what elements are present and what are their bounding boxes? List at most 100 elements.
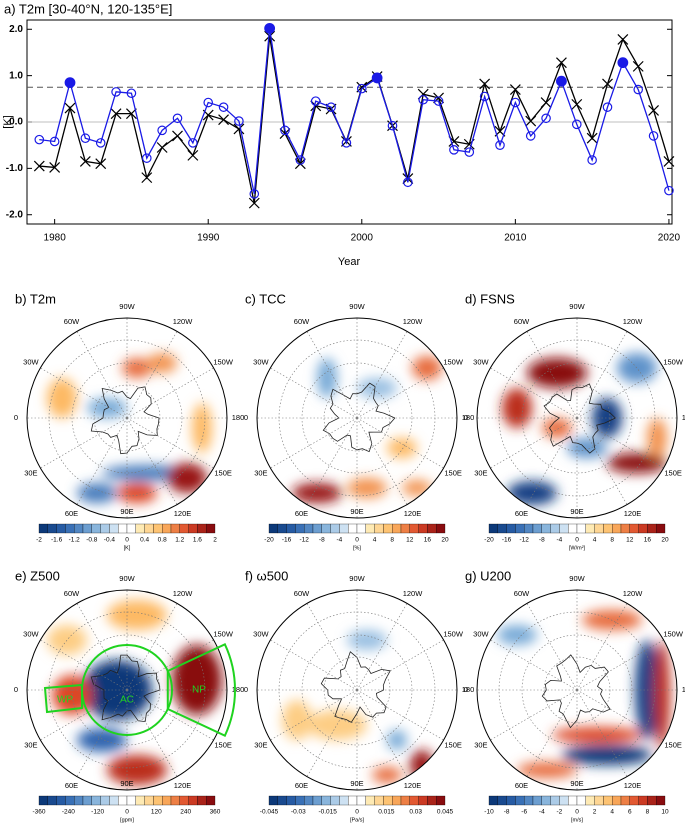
latitude-circle [71, 362, 183, 474]
meridian [76, 331, 128, 419]
longitude-label: 150E [664, 740, 682, 749]
longitude-label: 60W [514, 589, 530, 598]
longitude-label: 90E [350, 779, 363, 788]
colorbar-box [603, 795, 613, 806]
meridian [576, 417, 628, 505]
longitude-label: 30W [253, 357, 269, 366]
colorbar-box [629, 795, 639, 806]
colorbar-box [118, 795, 128, 806]
colorbar-tick-label: 4 [373, 537, 377, 544]
x-marker [617, 34, 629, 45]
longitude-label: 150W [663, 357, 684, 366]
colorbar-tick-label: -20 [264, 537, 274, 544]
colorbar-tick-label: -120 [91, 809, 104, 816]
colorbar-box [91, 523, 101, 534]
meridian [126, 417, 178, 505]
colorbar-box [188, 795, 198, 806]
meridian [526, 603, 578, 691]
x-marker [95, 158, 107, 170]
colorbar-box [383, 523, 393, 534]
longitude-label: 120E [404, 509, 422, 518]
x-marker [663, 155, 675, 167]
chart-title: a) T2m [30-40°N, 120-135°E] [4, 1, 172, 16]
anomaly-blob [292, 483, 342, 503]
map-title: g) U200 [465, 568, 511, 583]
meridian [356, 331, 408, 419]
anomaly-blob [412, 356, 442, 380]
circle-marker [249, 189, 260, 199]
colorbar-tick-label: 4 [610, 809, 614, 816]
map-border [26, 317, 228, 519]
longitude-label: 150E [214, 468, 232, 477]
meridian [306, 417, 358, 505]
anomaly-blob [517, 762, 577, 778]
colorbar-unit: [W/m²] [569, 545, 586, 551]
longitude-label: 120E [174, 509, 192, 518]
x-marker [126, 108, 137, 120]
colorbar-unit: [%] [353, 545, 361, 551]
anomaly-blob [122, 358, 152, 378]
colorbar-tick-label: 0 [575, 809, 579, 816]
circle-marker [387, 120, 398, 131]
colorbar-box [339, 795, 349, 806]
colorbar-tick-label: 0 [575, 537, 579, 544]
colorbar-box [170, 523, 180, 534]
longitude-label: 90E [120, 507, 133, 516]
colorbar-box [74, 523, 84, 534]
blobs [47, 353, 212, 503]
meridian [356, 689, 408, 777]
colorbar-tick-label: -360 [32, 809, 45, 816]
anomaly-blob [77, 483, 117, 503]
anomaly-blob [317, 358, 337, 398]
colorbar-box [277, 523, 287, 534]
meridian [126, 639, 214, 691]
colorbar-tick-label: -240 [62, 809, 75, 816]
x-marker [110, 108, 122, 120]
colorbar-tick-label: -0.8 [86, 537, 98, 544]
longitude-label: 60E [515, 781, 528, 790]
anomaly-blob [527, 358, 587, 388]
colorbar-box [418, 523, 428, 534]
colorbar-box [594, 795, 604, 806]
colorbar-unit: [Pa/s] [350, 817, 365, 823]
circle-marker [188, 138, 198, 148]
colorbar-box [170, 795, 180, 806]
colorbar-box [348, 795, 358, 806]
latitude-circle [71, 634, 183, 746]
colorbar-box [135, 795, 145, 806]
colorbar-tick-label: -12 [299, 537, 309, 544]
colorbar-tick-label: 0.015 [378, 809, 395, 816]
colorbar-box [638, 523, 648, 534]
blobs [47, 600, 222, 785]
longitude-label: 90E [570, 507, 583, 516]
meridian [126, 603, 178, 691]
colorbar-box [65, 795, 75, 806]
longitude-label: 150E [214, 740, 232, 749]
circle-marker [464, 147, 475, 157]
colorbar-box [330, 795, 340, 806]
meridian [40, 367, 128, 419]
colorbar-box [365, 523, 375, 534]
meridian [40, 689, 128, 741]
longitude-label: 30W [253, 629, 269, 638]
longitude-label: 90E [350, 507, 363, 516]
anomaly-blob [282, 700, 312, 740]
colorbar-box [153, 523, 163, 534]
colorbar-box [56, 523, 66, 534]
meridian [306, 603, 358, 691]
filled-marker [556, 75, 567, 87]
longitude-label: 90E [120, 779, 133, 788]
colorbar-tick-label: 10 [661, 809, 669, 816]
longitude-label: 90W [569, 574, 585, 583]
colorbar-tick-label: 0 [355, 537, 359, 544]
colorbar-tick-label: -2 [36, 537, 42, 544]
anomaly-blob [507, 481, 557, 505]
colorbar-box [550, 523, 560, 534]
circle-marker [111, 87, 121, 97]
filled-marker [264, 22, 276, 34]
colorbar-box [427, 795, 437, 806]
colorbar-box [515, 523, 525, 534]
colorbar-box [312, 523, 322, 534]
colorbar-box [532, 795, 542, 806]
colorbar-box [612, 523, 622, 534]
